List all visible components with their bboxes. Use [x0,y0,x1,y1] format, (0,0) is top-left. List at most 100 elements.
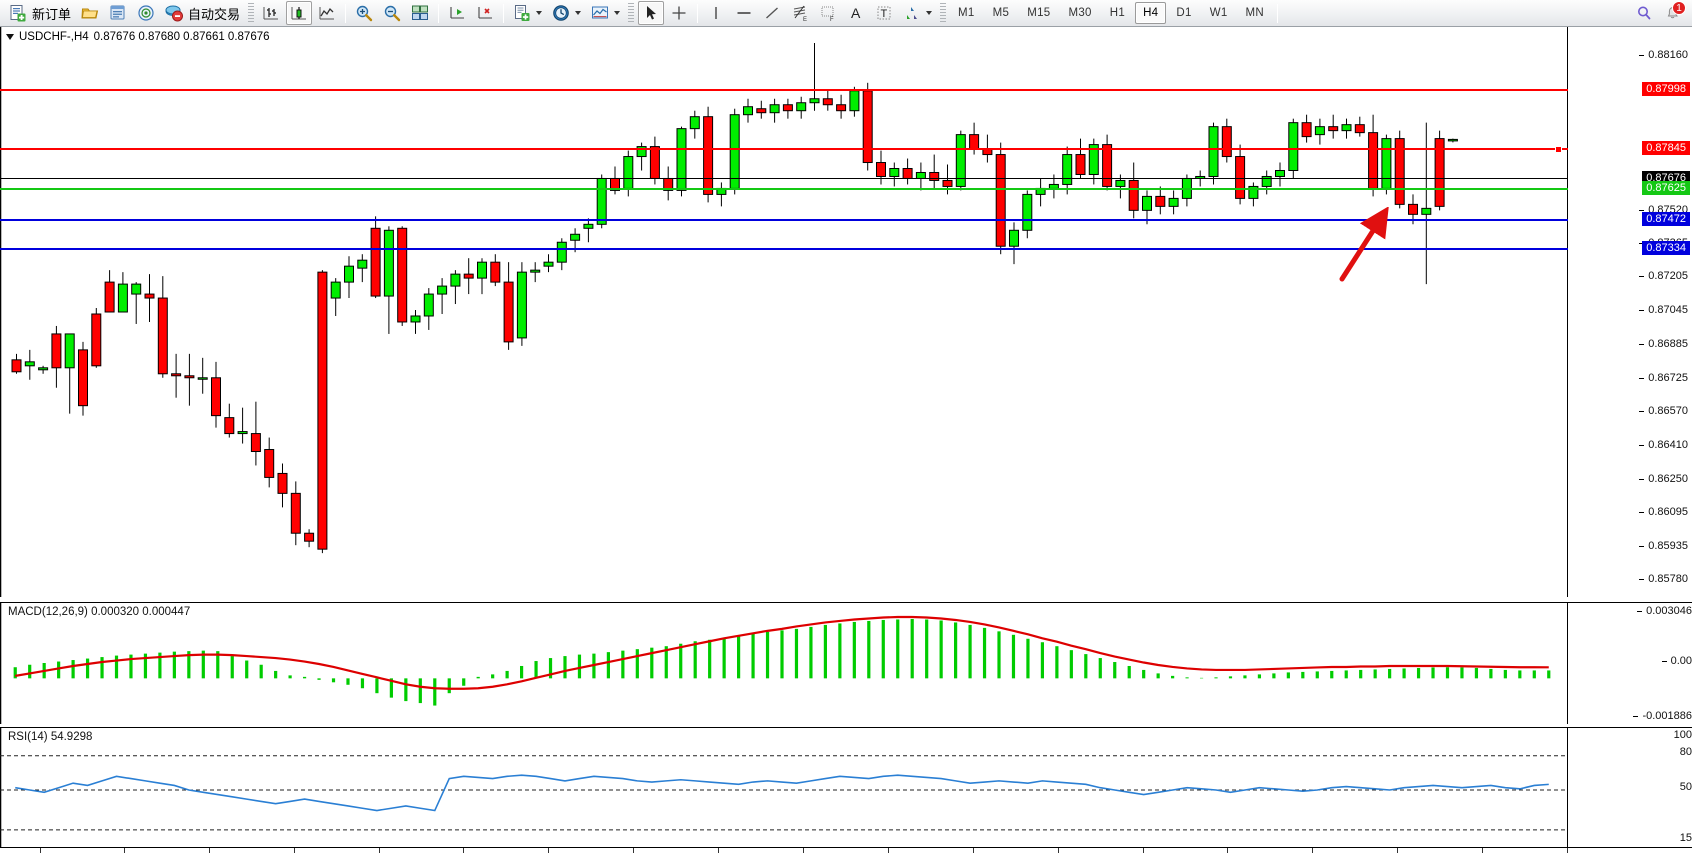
macd-plot-area[interactable] [0,603,1692,724]
price-tick: 0.87205 [1639,270,1688,282]
notification-badge: 1 [1672,1,1686,15]
rsi-axis[interactable]: 100 80 50 15 [1568,728,1692,847]
vertical-line-icon [707,4,725,22]
arrows-button[interactable] [899,1,936,25]
time-tick [1567,848,1568,853]
crosshair-button[interactable] [666,1,692,25]
macd-pane[interactable]: MACD(12,26,9) 0.000320 0.000447 0.003046… [0,602,1692,724]
candle [915,162,926,191]
price-plot-area[interactable] [0,27,1692,597]
support-line-1[interactable] [0,219,1568,221]
vertical-line-button[interactable] [703,1,729,25]
candle [889,162,900,187]
time-axis[interactable]: 23 Jul 202324 Jul 12:0025 Jul 04:0025 Ju… [0,847,1692,854]
chevron-down-icon[interactable] [575,11,582,15]
chart-menu-arrow-icon[interactable] [6,34,14,40]
zoom-in-icon [355,4,373,22]
candle [543,254,554,273]
timeframe-w1-button[interactable]: W1 [1202,2,1236,24]
chevron-down-icon[interactable] [614,11,621,15]
toolbar-grip-1[interactable] [248,3,255,23]
candle [955,130,966,191]
price-pane[interactable]: USDCHF-,H4 0.87676 0.87680 0.87661 0.876… [0,27,1692,597]
price-label-support: 0.87472 [1642,212,1690,226]
chart-shift-button[interactable] [444,1,470,25]
timeframe-label: M5 [992,7,1010,19]
rsi-line [15,774,1549,812]
data-window-button[interactable] [77,1,103,25]
trendline-button[interactable] [759,1,785,25]
indicators-button[interactable] [587,1,624,25]
horizontal-line-button[interactable] [731,1,757,25]
price-axis[interactable]: 0.88160 0.87998 0.87845 0.87676 0.87625 0.875… [1568,27,1692,597]
tile-windows-button[interactable] [407,1,433,25]
candlestick-chart-button[interactable] [286,1,313,25]
terminal-button[interactable] [133,1,159,25]
candle [224,403,235,438]
fibonacci-button[interactable]: E [787,1,813,25]
bid-line[interactable] [0,178,1568,179]
chevron-down-icon[interactable] [926,11,933,15]
candle [636,142,647,171]
rsi-pane[interactable]: RSI(14) 54.9298 100 80 50 15 [0,727,1692,847]
cursor-button[interactable] [638,1,665,25]
timeframe-h4-button[interactable]: H4 [1135,2,1167,24]
toolbar-grip-3[interactable] [940,3,947,23]
crosshair-icon [670,4,688,22]
zoom-out-button[interactable] [379,1,405,25]
timeframe-m15-button[interactable]: M15 [1019,2,1058,24]
timeframe-h1-button[interactable]: H1 [1102,2,1133,24]
navigator-button[interactable] [105,1,131,25]
auto-scroll-button[interactable] [472,1,498,25]
support-line-2[interactable] [0,248,1568,250]
macd-svg [13,615,1551,706]
timeframe-m5-button[interactable]: M5 [985,2,1018,24]
search-button[interactable] [1631,1,1657,25]
candle [902,158,913,185]
resistance-line-2[interactable] [0,146,1568,153]
resistance-line-1[interactable] [0,89,1568,91]
chart-container[interactable]: USDCHF-,H4 0.87676 0.87680 0.87661 0.876… [0,27,1692,854]
candle [849,86,860,117]
candle [1155,186,1166,215]
time-tick [463,848,464,853]
candle [862,82,873,171]
candle [1128,162,1139,219]
bar-chart-button[interactable] [258,1,284,25]
candle [743,98,753,123]
symbol-ohlc: 0.87676 0.87680 0.87661 0.87676 [93,31,270,43]
timeframe-mn-button[interactable]: MN [1238,2,1273,24]
toolbar-grip-2[interactable] [628,3,635,23]
candle [1009,222,1019,265]
timeframe-m30-button[interactable]: M30 [1060,2,1099,24]
candle [277,463,288,508]
text-label-button[interactable]: A [843,1,869,25]
candle [1248,182,1259,207]
new-order-button[interactable]: 新订单 [5,1,75,25]
autotrading-button[interactable]: 自动交易 [161,1,244,25]
equidistant-channel-button[interactable]: F [815,1,841,25]
line-chart-button[interactable] [314,1,340,25]
time-tick [633,848,634,853]
candle [397,226,408,326]
timeframe-label: M30 [1068,7,1092,19]
text-box-button[interactable]: T [871,1,897,25]
zoom-in-button[interactable] [351,1,377,25]
rsi-plot-area[interactable] [0,728,1692,847]
timeframe-m1-button[interactable]: M1 [950,2,983,24]
templates-button[interactable] [509,1,546,25]
target-line[interactable] [0,188,1568,190]
candle [1168,190,1179,215]
period-separators-button[interactable] [548,1,585,25]
chevron-down-icon[interactable] [536,11,543,15]
template-icon [513,4,531,22]
time-tick [379,848,380,853]
notifications-button[interactable]: 1 [1660,1,1686,25]
candle [330,278,341,316]
macd-axis[interactable]: 0.003046 0.00 -0.001886 [1568,603,1692,724]
timeframe-d1-button[interactable]: D1 [1168,2,1199,24]
candle [24,349,35,380]
level-drag-handle[interactable] [1555,146,1562,153]
textbox-icon: T [875,4,893,22]
price-label-support: 0.87334 [1642,241,1690,255]
